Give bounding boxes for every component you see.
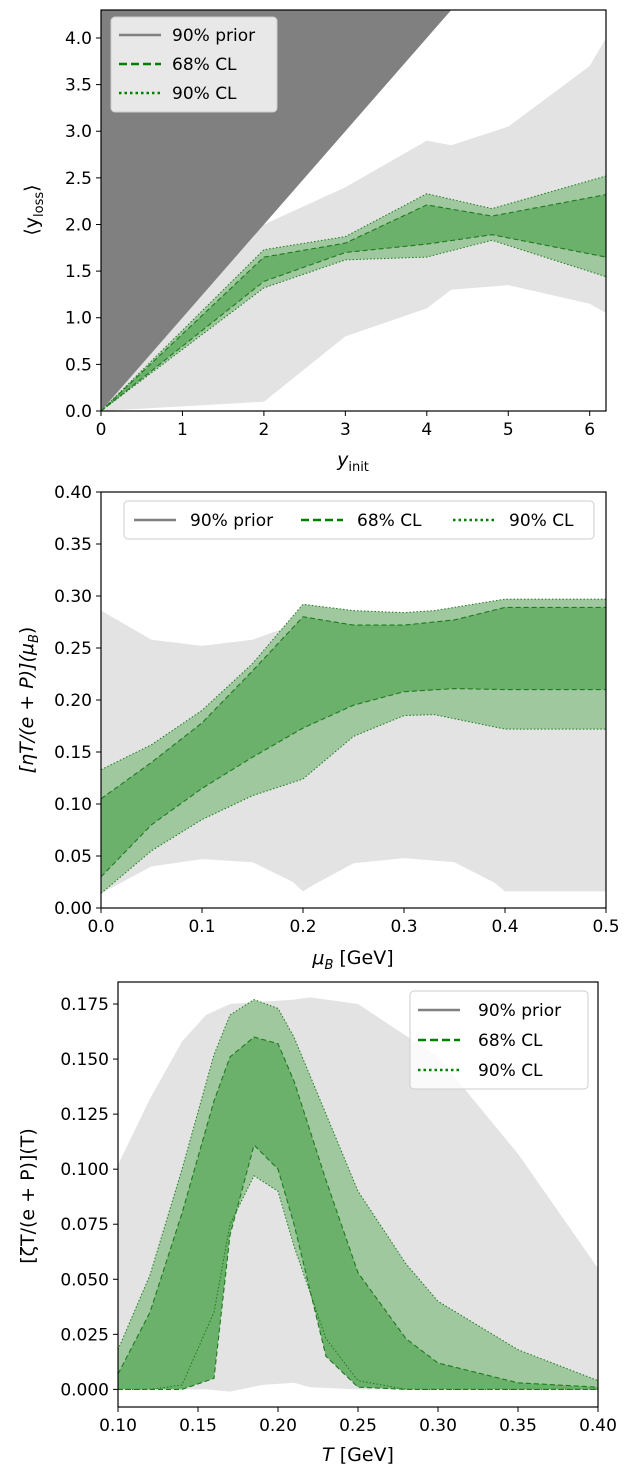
x-tick-label-top: 2	[258, 420, 269, 440]
plot-area-middle	[101, 598, 606, 894]
y-tick-label-bottom: 0.050	[60, 1270, 109, 1290]
band-68cl-bottom	[118, 1037, 598, 1390]
x-tick-label-bottom: 0.40	[579, 1416, 617, 1436]
y-tick-label-bottom: 0.075	[60, 1215, 109, 1235]
ticks-bottom: 0.10 0.15 0.20 0.25 0.30 0.35 0.40 0.000 0.025 0.…	[60, 995, 617, 1436]
y-tick-label-top: 2.5	[65, 169, 92, 189]
legend-prior-label-bottom: 90% prior	[478, 1001, 561, 1021]
legend-box-bottom	[409, 990, 589, 1090]
y-tick-label-top: 3.0	[65, 122, 92, 142]
line-90cl-upper-middle	[101, 598, 606, 771]
x-tick-label-middle: 0.2	[289, 917, 316, 937]
legend-68-label-middle: 68% CL	[357, 511, 422, 531]
x-tick-label-top: 3	[340, 420, 351, 440]
line-68cl-upper-top	[101, 194, 606, 411]
line-90cl-upper-bottom	[118, 999, 598, 1382]
y-axis-label-top: ⟨yloss⟩	[21, 184, 47, 235]
y-axis-label-middle: [ηT/(e + P)](μB)	[16, 627, 42, 774]
y-tick-label-middle: 0.20	[54, 691, 92, 711]
x-tick-label-middle: 0.5	[592, 917, 619, 937]
y-tick-label-bottom: 0.100	[60, 1160, 109, 1180]
legend-90-label-bottom: 90% CL	[478, 1061, 543, 1081]
y-tick-label-middle: 0.15	[54, 743, 92, 763]
y-tick-label-top: 1.5	[65, 262, 92, 282]
y-tick-label-middle: 0.25	[54, 639, 92, 659]
legend-box-middle	[123, 500, 595, 540]
x-tick-label-top: 0	[96, 420, 107, 440]
x-tick-label-bottom: 0.20	[259, 1416, 297, 1436]
panel-top: 0 1 2 3 4 5 6 0.0 0.5 1.0 1.5 2.0 2.5 3.0 3.5 4.0 yinit…	[21, 9, 607, 475]
y-tick-label-top: 4.0	[65, 29, 92, 49]
legend-90-label-middle: 90% CL	[509, 511, 574, 531]
y-tick-label-middle: 0.30	[54, 587, 92, 607]
x-tick-label-middle: 0.0	[87, 917, 114, 937]
x-tick-label-bottom: 0.25	[339, 1416, 377, 1436]
legend-68-label-top: 68% CL	[172, 55, 237, 75]
x-tick-label-middle: 0.4	[491, 917, 518, 937]
line-90cl-upper-top	[101, 175, 606, 411]
band-68cl-middle	[101, 607, 606, 877]
y-tick-label-middle: 0.35	[54, 535, 92, 555]
y-axis-label-bottom: [ζT/(e + P)](T)	[17, 1128, 39, 1264]
x-tick-label-top: 6	[584, 420, 595, 440]
y-tick-label-bottom: 0.175	[60, 995, 109, 1015]
legend-bottom: 90% prior 68% CL 90% CL	[409, 990, 589, 1090]
x-tick-label-top: 4	[421, 420, 432, 440]
y-tick-label-top: 2.0	[65, 215, 92, 235]
x-tick-label-bottom: 0.35	[499, 1416, 537, 1436]
y-tick-label-middle: 0.05	[54, 847, 92, 867]
line-68cl-upper-middle	[101, 606, 606, 800]
y-tick-label-top: 0.0	[65, 402, 92, 422]
y-tick-label-middle: 0.10	[54, 795, 92, 815]
x-axis-label-middle: μB [GeV]	[311, 947, 393, 973]
legend-box-top	[110, 16, 278, 113]
legend-prior-label-top: 90% prior	[172, 26, 255, 46]
legend-middle: 90% prior 68% CL 90% CL	[123, 500, 595, 540]
axes-frame-top	[100, 9, 607, 412]
line-90cl-lower-middle	[101, 714, 606, 894]
line-68cl-upper-bottom	[118, 1036, 598, 1388]
y-tick-label-bottom: 0.125	[60, 1105, 109, 1125]
line-68cl-lower-middle	[101, 688, 606, 878]
y-tick-label-middle: 0.40	[54, 483, 92, 503]
panel-middle: 0.0 0.1 0.2 0.3 0.4 0.5 0.00 0.05 0.10 0.15 0.20 0.…	[16, 483, 620, 973]
legend-prior-label-middle: 90% prior	[190, 511, 273, 531]
y-tick-label-top: 1.0	[65, 309, 92, 329]
y-tick-label-top: 3.5	[65, 76, 92, 96]
y-tick-label-bottom: 0.150	[60, 1050, 109, 1070]
x-tick-label-bottom: 0.30	[419, 1416, 457, 1436]
line-90cl-lower-top	[101, 239, 606, 411]
x-tick-label-middle: 0.1	[188, 917, 215, 937]
x-axis-label-top: yinit	[336, 449, 369, 475]
line-68cl-lower-bottom	[118, 1143, 598, 1390]
legend-top: 90% prior 68% CL 90% CL	[110, 16, 278, 113]
ticks-middle: 0.0 0.1 0.2 0.3 0.4 0.5 0.00 0.05 0.10 0.15 0.20 0.…	[54, 483, 619, 937]
x-axis-label-bottom: T [GeV]	[322, 1444, 394, 1466]
y-tick-label-top: 0.5	[65, 355, 92, 375]
band-68cl-top	[101, 194, 606, 411]
x-tick-label-middle: 0.3	[390, 917, 417, 937]
panel-bottom: 0.10 0.15 0.20 0.25 0.30 0.35 0.40 0.000 0.025 0.…	[17, 981, 617, 1466]
y-tick-label-bottom: 0.025	[60, 1325, 109, 1345]
prior-band-top	[101, 38, 606, 411]
legend-68-label-bottom: 68% CL	[478, 1031, 543, 1051]
x-tick-label-top: 1	[177, 420, 188, 440]
x-tick-label-bottom: 0.15	[179, 1416, 217, 1436]
y-tick-label-bottom: 0.000	[60, 1380, 109, 1400]
x-tick-label-bottom: 0.10	[99, 1416, 137, 1436]
x-tick-label-top: 5	[503, 420, 514, 440]
y-tick-label-middle: 0.00	[54, 899, 92, 919]
legend-90-label-top: 90% CL	[172, 84, 237, 104]
plot-area-bottom	[118, 997, 598, 1392]
ticks-top: 0 1 2 3 4 5 6 0.0 0.5 1.0 1.5 2.0 2.5 3.0 3.5 4.0	[65, 29, 595, 440]
